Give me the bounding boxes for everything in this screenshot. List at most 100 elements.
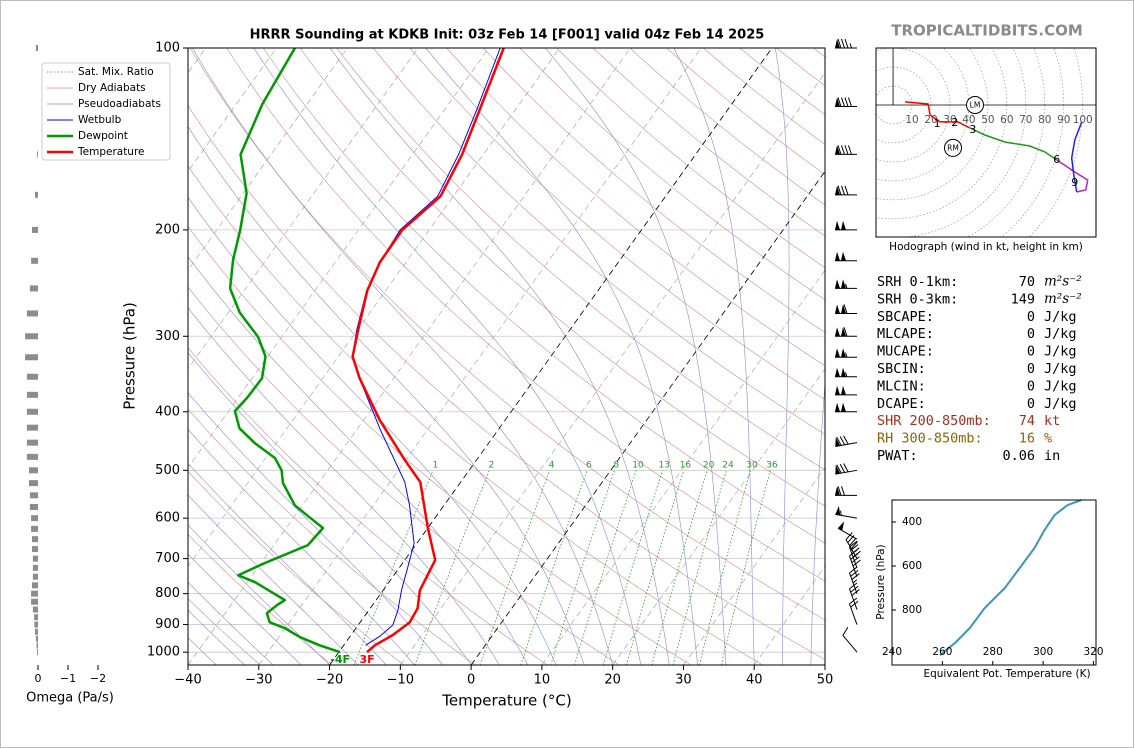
dry-adiabat (226, 48, 825, 582)
index-value: 149 (1011, 291, 1035, 307)
hodograph-ring-label: 40 (962, 114, 975, 126)
barb-flag (841, 279, 846, 289)
barb-flag (835, 145, 840, 155)
index-label: PWAT: (877, 448, 918, 464)
pseudoadiabat (188, 494, 359, 665)
barb-feather (843, 435, 849, 445)
barb-flag (835, 304, 840, 314)
legend: Sat. Mix. Ratio Dry Adiabats Pseudoadiabat… (41, 62, 171, 161)
mixing-ratio-label: 30 (746, 461, 758, 471)
hodograph-ring-label: 50 (981, 114, 994, 126)
barb-flag (835, 39, 840, 48)
thetae-frame (891, 499, 1097, 666)
omega-bar (26, 439, 38, 446)
barb-flag (841, 385, 846, 395)
pseudoadiabat (188, 553, 302, 665)
omega-bar (31, 598, 38, 605)
index-unit: J/kg (1044, 326, 1077, 342)
barb-feather (849, 540, 858, 548)
barb-flag (835, 464, 841, 475)
pseudoadiabat (329, 48, 670, 665)
dry-adiabat (188, 598, 261, 665)
omega-bar (32, 573, 38, 580)
mixing-ratio-line (574, 470, 637, 665)
mixing-ratio-line (626, 470, 685, 665)
x-tick-label: −1 (60, 672, 76, 685)
profile-line (351, 48, 505, 654)
hodograph-trace (904, 101, 971, 129)
dry-adiabat (519, 48, 825, 301)
index-unit: kt (1044, 413, 1060, 429)
pseudoadiabat (188, 196, 557, 665)
profile-line (352, 48, 501, 646)
hodograph-ring-label: 20 (924, 114, 937, 126)
mixing-ratio-line (520, 470, 588, 665)
wind-barb (835, 304, 857, 314)
barb-feather (850, 553, 859, 560)
index-unit: in (1044, 448, 1060, 464)
pseudoadiabat (810, 378, 825, 665)
hodograph-ring-label: 10 (905, 114, 918, 126)
barb-feather (850, 541, 858, 549)
dry-adiabat (188, 165, 763, 665)
dry-adiabat (409, 48, 825, 401)
legend-box (41, 62, 171, 161)
index-unit: m²s⁻² (1044, 274, 1082, 290)
hodograph-ring-label: 80 (1038, 114, 1051, 126)
barb-shaft (849, 555, 858, 577)
wind-barb (849, 549, 861, 577)
pseudoadiabat (188, 524, 330, 665)
x-tick-label: 10 (534, 673, 551, 688)
barb-feather (849, 566, 858, 574)
dry-adiabat (188, 470, 405, 665)
barb-feather (841, 38, 845, 49)
barb-feather (849, 597, 858, 605)
omega-bar (32, 582, 38, 589)
barb-half-feather (845, 283, 848, 289)
wind-barb (842, 626, 858, 653)
omega-bar (36, 642, 38, 649)
dry-adiabat (373, 48, 825, 435)
surface-label: 3F (359, 653, 374, 666)
thetae-line (939, 499, 1082, 656)
wind-barb (835, 145, 857, 155)
pseudoadiabat (188, 581, 274, 665)
index-label: DCAPE: (877, 396, 926, 412)
skewt-plot (188, 48, 825, 665)
omega-bar (25, 333, 38, 340)
omega-bar (31, 590, 38, 597)
dry-adiabat (446, 48, 825, 367)
omega-bar (31, 515, 38, 522)
x-tick-label: 30 (675, 673, 692, 688)
mixing-ratio-line (721, 470, 771, 665)
pseudoadiabat (188, 428, 415, 665)
storm-motion-marker (966, 95, 984, 114)
mixing-ratio-label: 1 (432, 461, 438, 471)
index-label: SHR 200-850mb: (877, 413, 991, 429)
barb-feather (850, 569, 859, 577)
omega-bar (26, 391, 38, 398)
barb-flag (841, 304, 846, 314)
barb-feather (847, 535, 855, 543)
omega-bar (35, 635, 38, 642)
wind-barb (849, 566, 860, 594)
barb-shaft (835, 442, 858, 447)
barb-half-feather (840, 510, 842, 516)
barb-feather (843, 463, 849, 473)
barb-half-feather (845, 352, 848, 358)
mixing-ratio-line (414, 470, 490, 665)
wind-barb (837, 521, 858, 540)
pseudoadiabat (188, 462, 387, 665)
dry-adiabat (263, 48, 825, 544)
barb-feather (837, 145, 842, 155)
y-tick-label: 500 (155, 463, 180, 478)
mixing-ratio-line (479, 470, 551, 665)
isotherm (188, 48, 348, 271)
barb-flag (841, 327, 846, 337)
mixing-ratio-label: 20 (703, 461, 715, 471)
thetae-x-label: Equivalent Pot. Temperature (K) (923, 668, 1090, 680)
barb-flag (835, 220, 840, 230)
barb-half-feather (852, 579, 858, 584)
omega-bar (29, 492, 38, 499)
